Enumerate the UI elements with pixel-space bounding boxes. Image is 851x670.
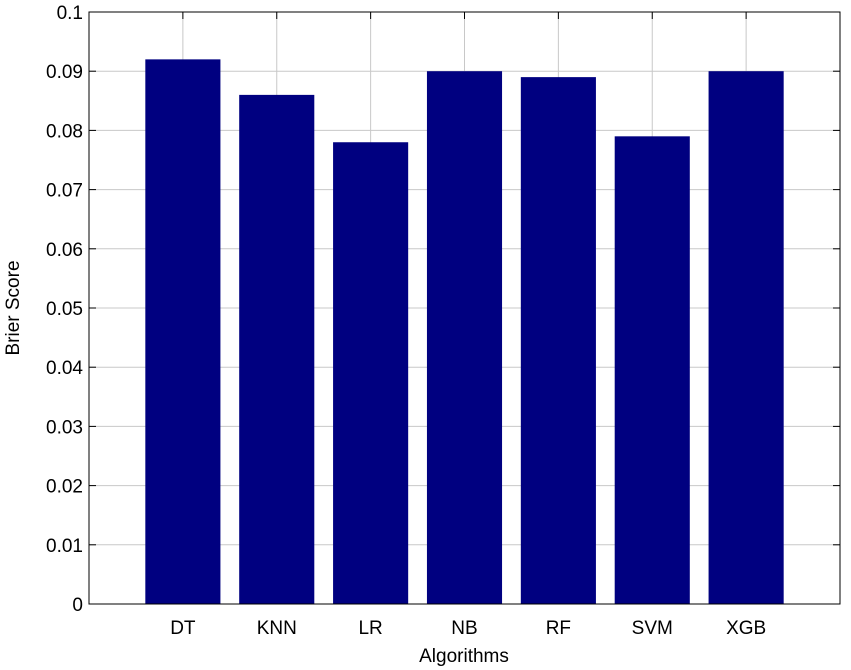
y-tick-label: 0 [72,595,83,616]
plot-frame [88,11,841,605]
y-tick-label: 0.04 [46,358,83,379]
y-tick-label: 0.02 [46,477,83,498]
x-tick-label: KNN [257,618,297,639]
bar [333,142,409,605]
x-axis-label: Algorithms [419,646,509,667]
bar [426,71,503,604]
y-tick-label: 0.05 [46,299,83,320]
y-tick-label: 0.08 [46,121,83,142]
x-tick-label: SVM [632,618,673,639]
bar [708,71,784,604]
x-tick-label: NB [451,618,477,639]
x-tick-label: DT [170,618,196,639]
bar [614,136,690,604]
y-tick-label: 0.07 [46,181,83,202]
y-tick-label: 0.06 [46,240,83,261]
bar [239,94,315,604]
y-tick-label: 0.1 [57,3,83,24]
x-tick-label: LR [358,618,382,639]
bar [520,77,596,605]
y-tick-label: 0.03 [46,417,83,438]
x-tick-label: XGB [726,618,766,639]
x-tick-label: RF [546,618,571,639]
bar [145,59,221,605]
y-tick-label: 0.01 [46,536,83,557]
y-axis-label: Brier Score [3,260,24,355]
y-tick-label: 0.09 [46,62,83,83]
